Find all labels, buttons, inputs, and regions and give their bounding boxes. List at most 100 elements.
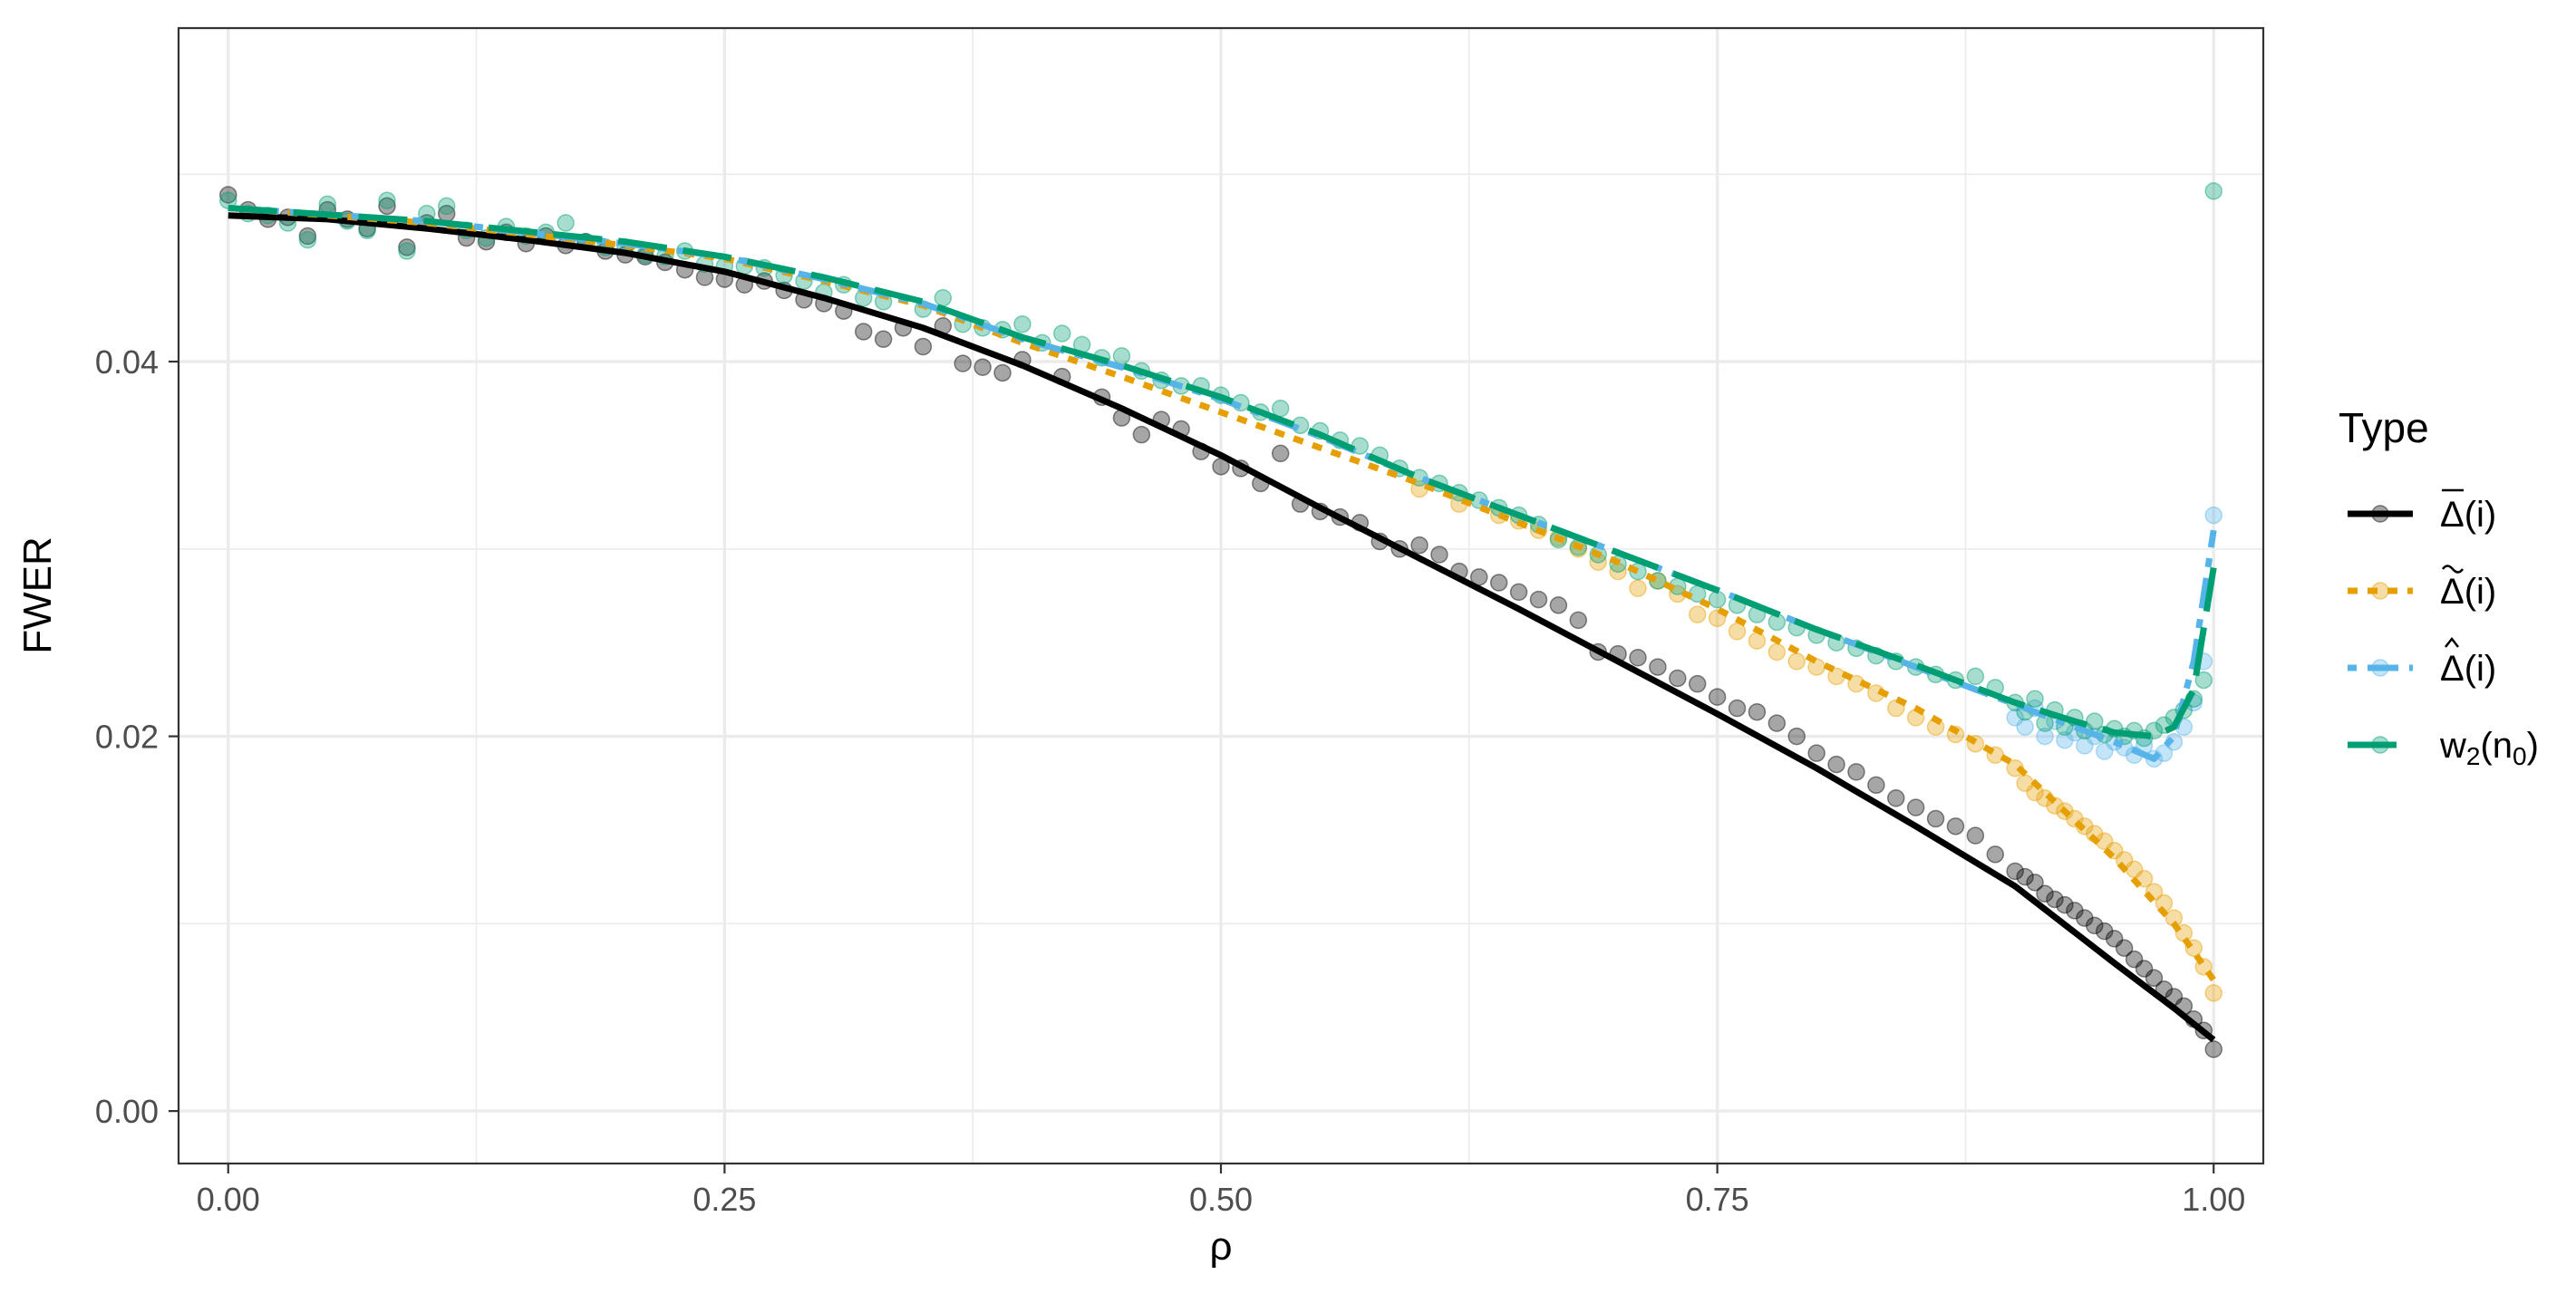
data-point: [1112, 347, 1131, 365]
data-point: [1748, 632, 1767, 650]
data-point: [2086, 916, 2104, 935]
data-point: [1748, 702, 1767, 721]
data-point: [1410, 536, 1428, 555]
legend-key-point: [2371, 582, 2389, 600]
data-point: [1787, 727, 1806, 746]
data-point: [2115, 939, 2134, 957]
legend-key-point: [2371, 505, 2389, 523]
legend-label-suffix: (i): [2465, 572, 2497, 612]
data-point: [318, 195, 337, 214]
data-point: [2204, 984, 2223, 1002]
series-3-line: [228, 205, 2217, 740]
data-point: [1688, 605, 1707, 623]
data-point: [934, 288, 953, 307]
data-point: [2204, 1040, 2223, 1058]
legend-label: Δ(i): [2440, 495, 2496, 535]
data-point: [2066, 902, 2084, 920]
legend-label-main: Δ: [2440, 572, 2465, 612]
data-point: [854, 323, 873, 341]
data-point: [2006, 709, 2024, 727]
data-point: [1669, 669, 1687, 688]
data-point: [1708, 688, 1727, 706]
data-point: [1569, 611, 1588, 630]
data-point: [1509, 583, 1528, 602]
data-point: [2194, 671, 2213, 690]
data-point: [1430, 546, 1448, 564]
legend-label: Δ(i): [2440, 649, 2496, 689]
y-tick-label: 0.04: [95, 343, 159, 381]
data-point: [1708, 590, 1727, 609]
legend-label-mid: (n: [2480, 726, 2513, 766]
data-point: [398, 242, 416, 260]
series-layer: [219, 182, 2223, 1058]
data-point: [378, 197, 396, 216]
legend-entry-3: w2(n0): [2348, 726, 2539, 770]
legend-label: Δ(i): [2440, 572, 2496, 612]
legend-label-main: w: [2439, 726, 2466, 766]
data-point: [1767, 714, 1787, 732]
data-point: [219, 186, 237, 204]
data-point: [1649, 658, 1667, 676]
data-point: [2016, 718, 2034, 736]
legend-label-subscript: 2: [2466, 742, 2481, 770]
y-tick-label: 0.00: [95, 1093, 159, 1130]
legend-entry-0: Δ(i): [2348, 488, 2496, 535]
data-point: [954, 354, 972, 372]
data-point: [1946, 817, 1965, 835]
data-point: [298, 230, 317, 249]
data-point: [2006, 862, 2024, 881]
data-point: [2076, 909, 2094, 927]
data-point: [2204, 506, 2223, 525]
legend-label-subscript: 0: [2513, 742, 2527, 770]
data-point: [2204, 182, 2223, 200]
hat-accent: [2445, 636, 2459, 648]
data-point: [914, 337, 933, 356]
data-point: [1847, 763, 1865, 781]
data-point: [2026, 690, 2044, 708]
data-point: [2026, 874, 2044, 892]
data-point: [1053, 324, 1071, 343]
y-axis-title: FWER: [15, 536, 60, 654]
tilde-accent: [2441, 565, 2465, 574]
data-point: [1926, 809, 1945, 828]
data-point: [1767, 642, 1787, 661]
data-point: [1787, 652, 1806, 671]
data-point: [1549, 596, 1568, 614]
legend-key-point: [2371, 736, 2389, 754]
x-tick-label: 1.00: [2182, 1181, 2245, 1218]
data-point: [2016, 867, 2034, 886]
legend-entry-1: Δ(i): [2348, 565, 2496, 612]
legend-key-point: [2371, 659, 2389, 677]
data-point: [437, 197, 456, 216]
data-point: [1688, 674, 1707, 693]
data-point: [1906, 798, 1925, 816]
legend-label-main: Δ: [2440, 649, 2465, 689]
data-point: [2145, 969, 2164, 988]
data-point: [1887, 789, 1905, 807]
series-1-line: [228, 205, 2217, 982]
data-point: [378, 191, 396, 209]
data-point: [2096, 922, 2114, 941]
x-tick-label: 0.25: [692, 1181, 756, 1218]
data-point: [2076, 737, 2094, 755]
data-point: [1728, 623, 1747, 641]
data-point: [1966, 826, 1985, 845]
axis-layer: 0.00 0.25 0.50 0.75 1.00 0.00 0.02 0.04: [95, 343, 2245, 1218]
data-point: [398, 238, 416, 256]
legend: Type Δ(i)Δ(i)Δ(i)w2(n0): [2339, 404, 2539, 770]
legend-label: w2(n0): [2439, 726, 2539, 770]
data-point: [973, 358, 992, 376]
data-point: [2036, 727, 2054, 746]
legend-label-suffix: (i): [2465, 495, 2497, 535]
data-point: [1827, 755, 1845, 774]
data-point: [1728, 699, 1747, 718]
x-tick-label: 0.75: [1686, 1181, 1749, 1218]
legend-label-main: Δ: [2440, 495, 2465, 535]
data-point: [2046, 890, 2064, 909]
data-point: [2135, 960, 2154, 978]
data-point: [1867, 776, 1885, 795]
legend-label-end: ): [2527, 726, 2539, 766]
data-point: [874, 330, 893, 348]
